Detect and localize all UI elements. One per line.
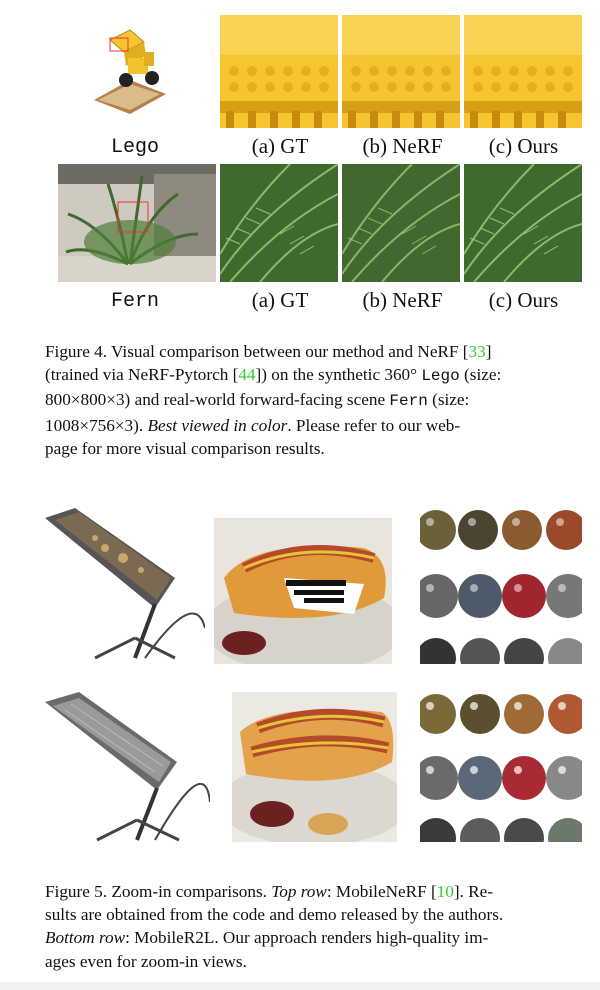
- lego-nerf-label: (b) NeRF: [362, 134, 443, 158]
- lego-scene-thumbnail: [90, 22, 172, 114]
- citation-link-10[interactable]: 10: [436, 882, 454, 901]
- mobilenerf-mic-crop: [45, 508, 205, 664]
- mobiler2l-mic-crop: [45, 692, 210, 842]
- fern-gt-label: (a) GT: [251, 288, 309, 312]
- citation-link-44[interactable]: 44: [238, 365, 256, 385]
- lego-nerf-crop: [342, 15, 460, 128]
- fern-ours-label: (c) Ours: [488, 288, 559, 312]
- lego-ours-label: (c) Ours: [488, 134, 559, 158]
- lego-gt-crop: [220, 15, 338, 128]
- fern-scene-label: Fern: [110, 290, 159, 313]
- citation-link-33[interactable]: 33: [468, 342, 486, 361]
- fern-gt-crop: [220, 164, 338, 282]
- mobiler2l-spheres-crop: [420, 692, 582, 842]
- mobiler2l-hotdog-crop: [232, 692, 397, 842]
- fern-nerf-label: (b) NeRF: [362, 288, 443, 312]
- lego-gt-label: (a) GT: [251, 134, 309, 158]
- fern-scene-thumbnail: [58, 164, 216, 282]
- figure-5-caption: Figure 5. Zoom-in comparisons. Top row: …: [45, 882, 504, 971]
- fern-nerf-crop: [342, 164, 460, 282]
- lego-scene-label: Lego: [110, 136, 159, 159]
- mobilenerf-hotdog-crop: [214, 518, 392, 664]
- figure-4-caption: Figure 4. Visual comparison between our …: [45, 342, 502, 458]
- mobilenerf-spheres-crop: [420, 508, 582, 664]
- lego-ours-crop: [464, 15, 582, 128]
- page-bottom-edge: [0, 982, 600, 990]
- fern-ours-crop: [464, 164, 582, 282]
